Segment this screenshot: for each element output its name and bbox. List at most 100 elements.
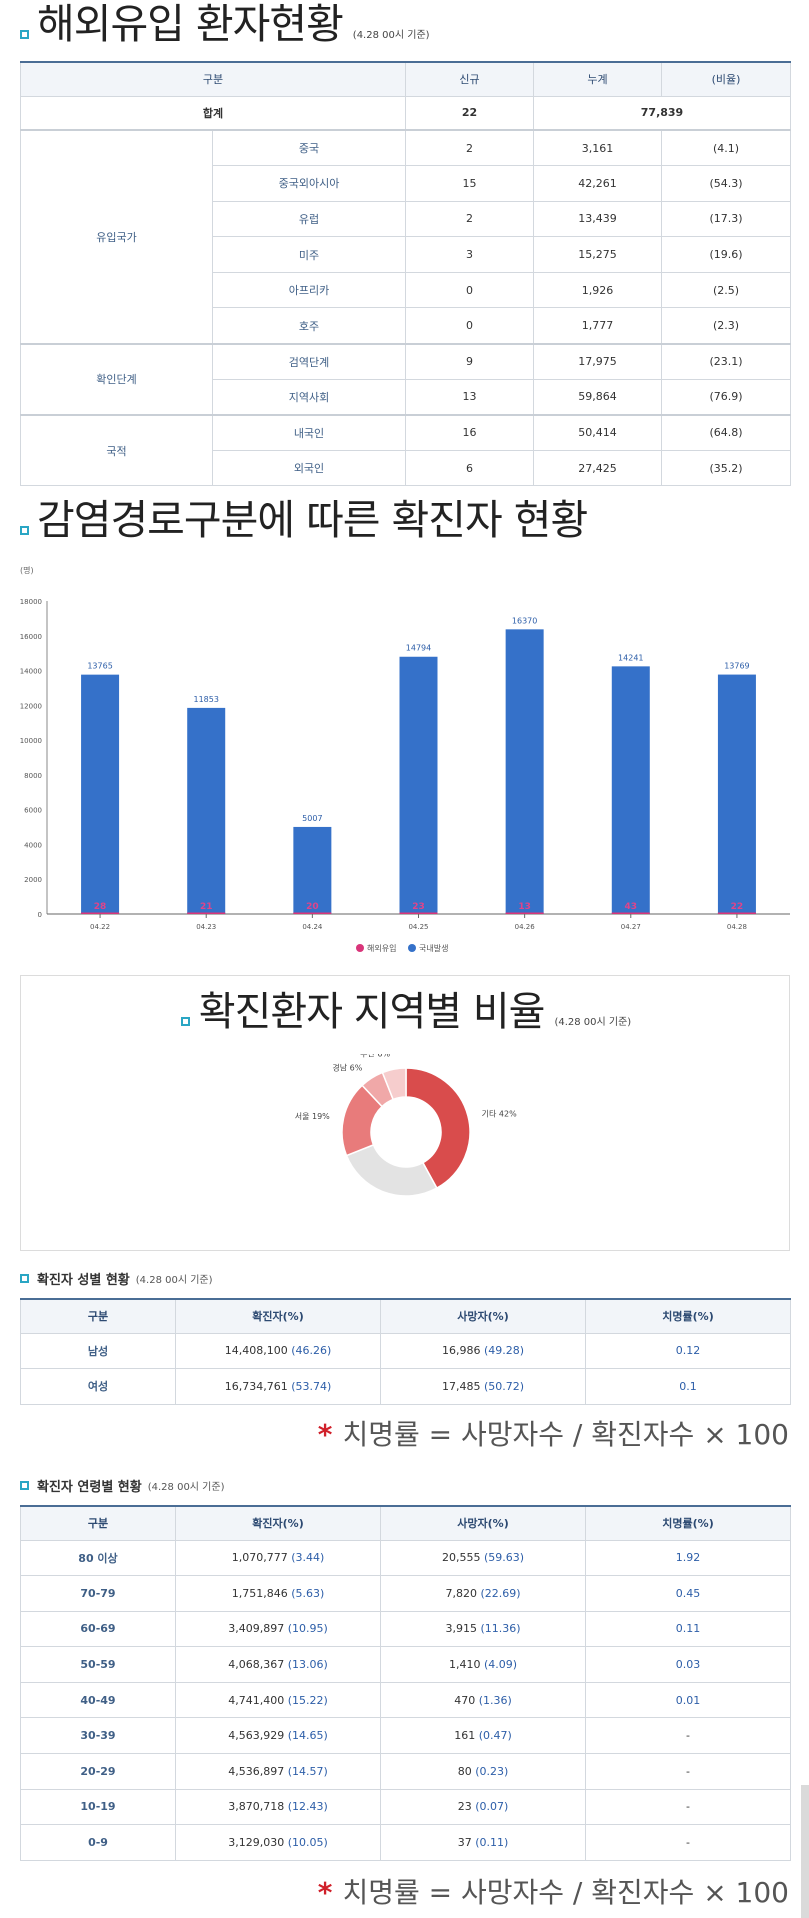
row-ratio: (2.3) (661, 307, 791, 345)
row-deaths: 7,820 (22.69) (380, 1575, 586, 1612)
import-table: 구분 신규 누계 (비율) 합계 22 77,839 유입국가 중국 2 3,1… (20, 61, 791, 487)
row-label: 여성 (20, 1368, 176, 1405)
bar-overseas-label: 21 (200, 902, 213, 912)
row-cumulative: 13,439 (533, 200, 662, 238)
table-row: 0-9 3,129,030 (10.05) 37 (0.11) - (20, 1824, 791, 1861)
row-label: 유럽 (212, 200, 406, 238)
y-tick-label: 4000 (24, 841, 42, 849)
section-title: 확진자 연령별 현황 (37, 1480, 142, 1495)
row-new: 6 (405, 449, 534, 487)
square-bullet-icon (20, 526, 29, 535)
bar-overseas (293, 912, 332, 914)
total-new: 22 (405, 95, 534, 131)
row-label: 외국인 (212, 449, 406, 487)
row-new: 2 (405, 129, 534, 167)
pie-slice-label: 기타 42% (482, 1110, 517, 1119)
header-ratio: (비율) (661, 61, 791, 97)
bar-domestic (187, 707, 226, 914)
row-cumulative: 17,975 (533, 342, 662, 380)
section-route-heading: 감염경로구분에 따른 확진자 현황 (20, 496, 588, 544)
bar-overseas-label: 22 (731, 902, 744, 912)
legend-label: 해외유입 (367, 943, 396, 953)
table-row: 중국외아시아 15 42,261 (54.3) (21, 165, 791, 202)
header-category: 구분 (20, 61, 406, 97)
group-label: 유입국가 (20, 129, 213, 345)
row-fatality: 0.01 (585, 1681, 791, 1719)
header-cases: 확진자(%) (175, 1298, 381, 1334)
row-label: 호주 (212, 307, 406, 345)
table-row: 유럽 2 13,439 (17.3) (21, 200, 791, 238)
scrollbar[interactable] (801, 1785, 809, 1918)
row-ratio: (64.8) (661, 413, 791, 451)
table-row: 아프리카 0 1,926 (2.5) (21, 271, 791, 309)
header-deaths: 사망자(%) (380, 1298, 586, 1334)
row-deaths: 16,986 (49.28) (380, 1332, 586, 1370)
pie-slice-label: 경남 6% (332, 1063, 362, 1073)
table-row: 남성 14,408,100 (46.26) 16,986 (49.28) 0.1… (20, 1332, 791, 1370)
total-row: 합계 22 77,839 (20, 95, 791, 131)
y-tick-label: 10000 (20, 737, 42, 745)
x-tick-label: 04.26 (515, 923, 536, 931)
pie-heading: 확진환자 지역별 비율 (4.28 00시 기준) (21, 992, 791, 1032)
row-fatality: 0.03 (585, 1646, 791, 1683)
row-ratio: (23.1) (661, 342, 791, 380)
row-label: 20-29 (20, 1753, 176, 1790)
page-title: 해외유입 환자현황 (37, 0, 344, 48)
row-cumulative: 50,414 (533, 413, 662, 451)
bar-overseas (505, 912, 544, 914)
row-cases: 4,563,929 (14.65) (175, 1717, 381, 1755)
x-tick-label: 04.25 (408, 923, 428, 931)
square-bullet-icon (20, 1481, 29, 1490)
section-title: 확진자 성별 현황 (37, 1273, 130, 1288)
row-cumulative: 15,275 (533, 236, 662, 273)
fatality-formula: * 치명률 = 사망자수 / 확진자수 × 100 (318, 1871, 789, 1911)
row-ratio: (4.1) (661, 129, 791, 167)
row-deaths: 470 (1.36) (380, 1681, 586, 1719)
row-ratio: (2.5) (661, 271, 791, 309)
bar-overseas-label: 43 (625, 902, 638, 912)
header-fatality: 치명률(%) (585, 1505, 791, 1541)
y-tick-label: 16000 (20, 633, 42, 641)
table-row: 여성 16,734,761 (53.74) 17,485 (50.72) 0.1 (20, 1368, 791, 1405)
row-ratio: (54.3) (661, 165, 791, 202)
row-cumulative: 42,261 (533, 165, 662, 202)
bar-domestic (81, 674, 120, 914)
row-label: 40-49 (20, 1681, 176, 1719)
row-cases: 4,068,367 (13.06) (175, 1646, 381, 1683)
table-row: 국적 내국인 16 50,414 (64.8) (20, 413, 791, 487)
row-new: 9 (405, 342, 534, 380)
total-cumulative: 77,839 (533, 95, 791, 131)
row-deaths: 17,485 (50.72) (380, 1368, 586, 1405)
row-deaths: 1,410 (4.09) (380, 1646, 586, 1683)
row-new: 16 (405, 413, 534, 451)
row-label: 아프리카 (212, 271, 406, 309)
group-label: 확인단계 (20, 342, 213, 416)
row-ratio: (17.3) (661, 200, 791, 238)
row-new: 13 (405, 378, 534, 416)
bar-overseas-label: 23 (412, 902, 425, 912)
gender-table: 구분 확진자(%) 사망자(%) 치명률(%) 남성 14,408,100 (4… (20, 1298, 791, 1405)
row-label: 30-39 (20, 1717, 176, 1755)
bar-overseas (399, 912, 438, 914)
title-note: (4.28 00시 기준) (135, 1275, 213, 1286)
y-tick-label: 6000 (24, 807, 42, 815)
square-bullet-icon (20, 1274, 29, 1283)
table-row: 50-59 4,068,367 (13.06) 1,410 (4.09) 0.0… (20, 1646, 791, 1683)
row-label: 50-59 (20, 1646, 176, 1683)
route-bar-chart: (명) 0 2000 4000 6000 8000 10000 12000 14000 16000… (20, 565, 790, 953)
gender-heading: 확진자 성별 현황 (4.28 00시 기준) (20, 1269, 213, 1288)
table-row: 20-29 4,536,897 (14.57) 80 (0.23) - (20, 1753, 791, 1790)
row-cases: 1,070,777 (3.44) (175, 1539, 381, 1577)
table-row: 확인단계 검역단계 9 17,975 (23.1) (20, 342, 791, 416)
x-tick-label: 04.23 (196, 923, 216, 931)
asterisk: * (317, 1418, 333, 1451)
square-bullet-icon (180, 1017, 190, 1026)
section-title: 감염경로구분에 따른 확진자 현황 (37, 496, 588, 544)
formula-text: 치명률 = 사망자수 / 확진자수 × 100 (342, 1418, 789, 1451)
x-tick-label: 04.22 (90, 923, 110, 931)
row-label: 80 이상 (20, 1539, 176, 1577)
row-cumulative: 3,161 (533, 129, 662, 167)
bar-value-label: 5007 (302, 814, 322, 823)
row-label: 중국외아시아 (212, 165, 406, 202)
header-cases: 확진자(%) (175, 1505, 381, 1541)
